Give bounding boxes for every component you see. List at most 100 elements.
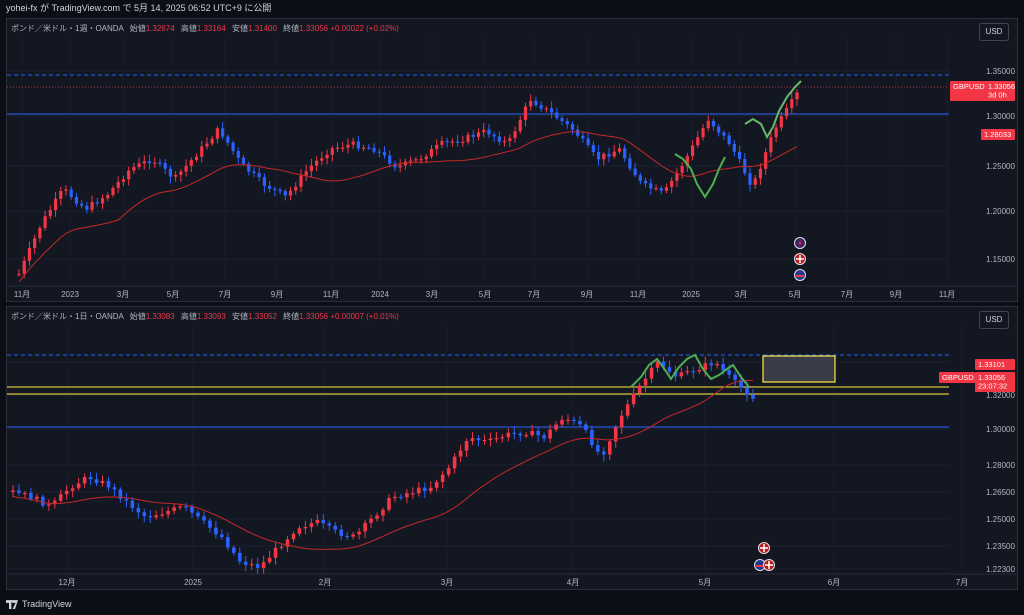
weekly-candle-body [461,141,465,144]
weekly-candle-body [17,273,21,276]
daily-candle-body [88,477,93,480]
daily-candle-body [136,507,141,513]
weekly-candlestick-chart[interactable]: 1.35000 1.30000 1.25000 1.20000 1.15000 11月 20… [7,19,1017,301]
weekly-candle-body [549,108,554,113]
time-axis-label: 2月 [319,578,331,587]
weekly-candle-body [153,162,157,164]
weekly-candle-body [257,173,261,178]
weekly-candle-body [774,127,778,138]
weekly-candle-body [414,159,418,161]
weekly-candle-body [330,148,334,155]
time-axis-label: 3月 [441,578,453,587]
weekly-candle-body [351,141,355,145]
price-axis-label: 1.25000 [986,162,1015,171]
daily-candle-body [17,490,21,493]
weekly-candle-body [680,165,684,173]
daily-candle-body [255,564,260,568]
weekly-candle-body [184,165,188,172]
weekly-candle-body [607,153,611,157]
daily-candle-body [148,516,153,518]
daily-candle-body [315,519,320,524]
daily-candle-body [572,419,576,422]
weekly-candle-body [586,138,590,145]
weekly-candle-body [602,153,606,160]
price-tag-bg [975,372,1015,392]
weekly-candle-body [231,142,235,152]
weekly-candle-body [221,128,225,137]
daily-candle-body [417,487,421,494]
weekly-candle-body [367,147,371,149]
daily-candle-body [655,361,660,368]
daily-candle-body [482,439,487,442]
weekly-candle-body [424,156,428,160]
weekly-candle-body [268,185,272,189]
signal-segment [674,153,726,199]
weekly-candle-body [53,198,58,211]
daily-candle-body [321,519,326,524]
daily-candlestick-chart[interactable]: 1.340001.320001.300001.280001.265001.250… [7,307,1017,589]
weekly-candle-body [529,100,533,107]
low-value: 1.31400 [248,24,277,33]
price-axis-label: 1.26500 [986,488,1015,497]
weekly-candle-body [252,171,256,174]
currency-button[interactable]: USD [979,23,1009,41]
daily-candle-body [261,562,266,568]
daily-candle-body [530,430,534,436]
daily-candle-body [446,468,451,475]
time-axis-label: 3月 [117,290,129,299]
weekly-candle-body [335,147,340,149]
weekly-chart-pane[interactable]: ポンド／米ドル・1週・OANDA 始値1.32674 高値1.33164 安値1… [6,18,1018,302]
weekly-candle-body [48,210,52,217]
time-axis-label: 2025 [682,290,700,299]
daily-candle-body [327,523,332,526]
time-axis-label: 5月 [789,290,801,299]
weekly-candle-body [701,128,705,138]
daily-candle-body [715,364,719,366]
weekly-candle-body [764,152,768,169]
daily-chart-pane[interactable]: ポンド／米ドル・1日・OANDA 始値1.33083 高値1.33093 安値1… [6,306,1018,590]
daily-candle-body [536,430,540,436]
weekly-candle-body [717,126,721,133]
time-axis-label: 9月 [890,290,902,299]
daily-candle-body [166,510,170,515]
low-label: 安値 [232,24,249,33]
weekly-candle-body [502,141,507,143]
daily-candle-body [23,492,27,495]
weekly-candle-body [325,154,329,159]
weekly-candle-body [670,180,674,188]
daily-candle-body [130,500,135,508]
daily-candle-body [52,500,57,505]
price-axis-label: 1.28000 [986,461,1015,470]
weekly-candle-body [304,171,308,176]
daily-candle-body [375,515,379,519]
weekly-candle-body [226,136,230,143]
weekly-candle-body [106,195,110,199]
daily-candle-body [393,496,397,499]
weekly-candle-body [315,160,319,166]
weekly-candle-body [74,197,79,204]
weekly-candle-body [127,170,131,180]
high-value: 1.33164 [196,24,226,33]
weekly-candle-body [43,216,47,228]
weekly-candle-body [398,165,402,168]
weekly-candle-body [294,186,298,191]
target-zone-box [762,355,836,383]
daily-candle-body [619,415,624,428]
daily-candle-body [697,370,702,372]
currency-button[interactable]: USD [979,311,1009,329]
weekly-candle-body [555,112,559,118]
weekly-candle-body [654,188,658,190]
daily-candle-body [643,378,648,386]
daily-candle-body [590,429,594,446]
weekly-candle-body [372,147,376,152]
daily-candle-body [357,531,361,535]
price-axis-label: 1.23500 [986,542,1015,551]
daily-candle-body [94,479,99,484]
daily-candle-body [596,445,600,452]
price-tag-text: 23:07:32 [978,382,1007,391]
us-flag-icon-stripe [796,275,804,277]
weekly-candle-body [513,131,517,139]
weekly-candle-body [476,132,481,137]
daily-candle-body [279,546,284,549]
daily-candle-body [506,432,511,438]
